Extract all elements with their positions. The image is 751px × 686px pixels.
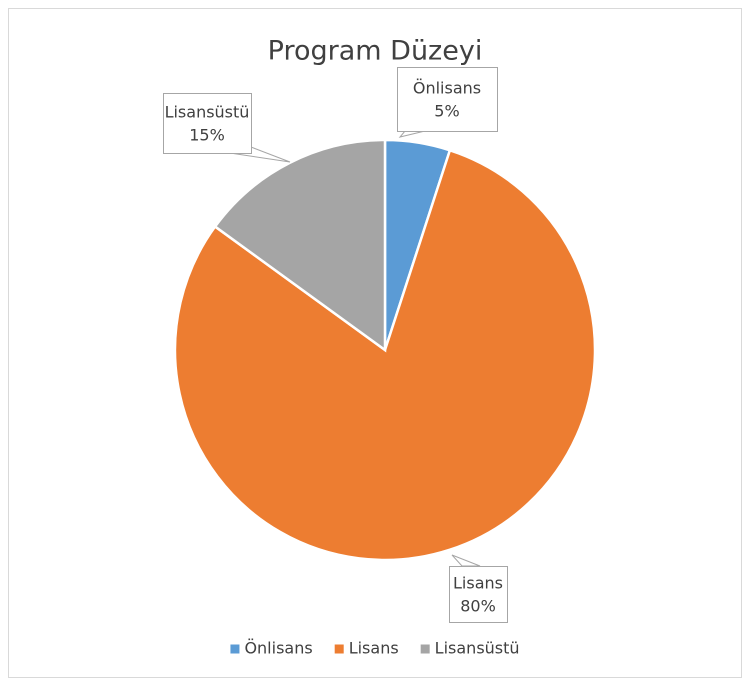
callout-box xyxy=(163,93,252,154)
callout-box xyxy=(397,67,498,132)
legend-swatch xyxy=(334,644,344,654)
pie-slice xyxy=(213,138,387,353)
data-label-category: Lisansüstü xyxy=(165,103,250,122)
pie-slice xyxy=(173,148,597,562)
legend-label: Lisansüstü xyxy=(435,639,520,658)
data-label-category: Önlisans xyxy=(413,79,481,98)
chart-title: Program Düzeyi xyxy=(268,36,483,67)
data-label-category: Lisans xyxy=(453,574,503,593)
callout-box xyxy=(449,566,508,623)
legend-label: Önlisans xyxy=(244,639,312,658)
legend-swatch xyxy=(230,644,240,654)
data-label-value: 15% xyxy=(189,126,225,145)
legend-label: Lisans xyxy=(349,639,399,658)
data-label-value: 80% xyxy=(460,597,496,616)
data-label-value: 5% xyxy=(434,102,459,121)
legend-swatch xyxy=(420,644,430,654)
